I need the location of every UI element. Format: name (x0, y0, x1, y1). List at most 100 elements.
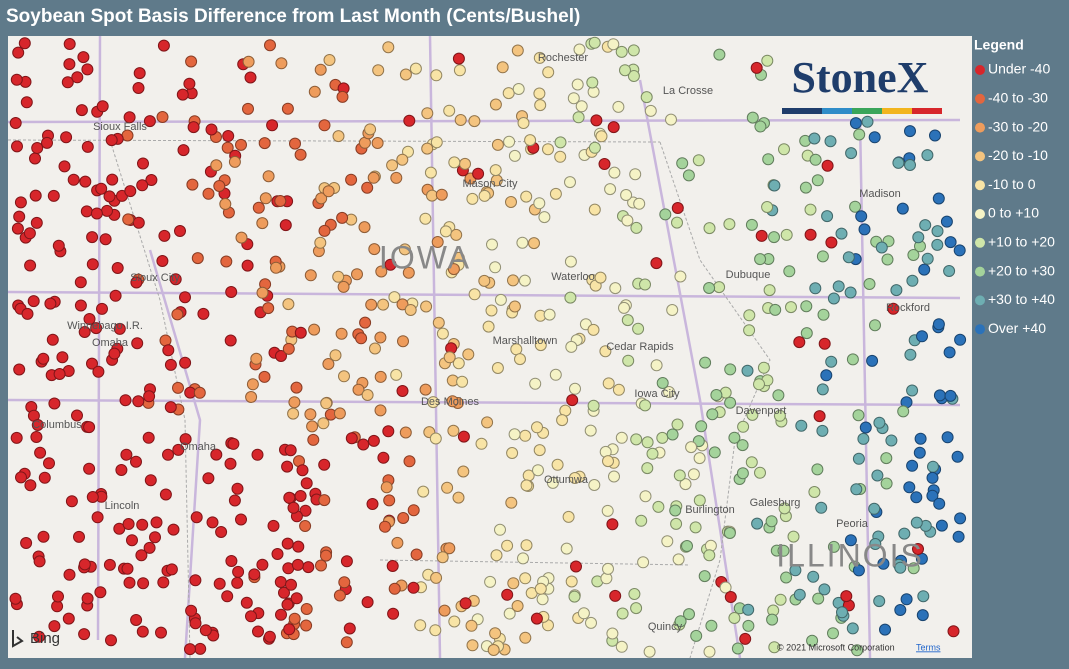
map-dot (391, 536, 404, 549)
map-dot (507, 274, 519, 287)
legend-label: -20 to -10 (988, 147, 1048, 163)
map-dot (459, 157, 471, 170)
map-dot (816, 383, 829, 396)
map-dot (914, 432, 927, 445)
map-dot (407, 581, 420, 594)
map-dot (640, 91, 653, 104)
map-dot (859, 421, 872, 434)
map-dot (13, 363, 26, 376)
place-label: Rockford (886, 302, 930, 314)
map-dot (789, 564, 802, 577)
map-dot (256, 286, 269, 299)
map-dot (641, 462, 654, 475)
map-dot (38, 471, 51, 484)
map-dot (935, 519, 948, 532)
map-dot (669, 504, 682, 517)
map-dot (126, 534, 138, 547)
map-dot (708, 446, 721, 459)
legend-swatch (975, 209, 985, 219)
map-dot (185, 604, 198, 617)
map-dot (361, 181, 374, 194)
map-dot (210, 448, 223, 461)
map-dot (222, 130, 235, 142)
map-dot (821, 210, 834, 223)
map-dot (420, 300, 433, 313)
place-label: Quincy (648, 621, 683, 633)
map-dot (375, 265, 388, 278)
map-dot (199, 624, 212, 637)
map-dot (81, 140, 94, 153)
map-dot (652, 500, 665, 513)
map-dot (388, 291, 401, 304)
map-dot (556, 414, 569, 427)
map-dot (78, 628, 91, 641)
map-dot (137, 157, 149, 170)
map-dot (703, 282, 716, 294)
map-dot (903, 481, 916, 494)
map-dot (320, 549, 332, 562)
map-dot (304, 269, 317, 282)
map-dot (468, 288, 481, 301)
legend-label: Over +40 (988, 320, 1046, 336)
map-dot (693, 452, 706, 465)
map-dot (256, 217, 269, 230)
map-dot (604, 183, 617, 196)
map-dot (308, 85, 321, 98)
map-dot (769, 303, 782, 316)
map-dot (863, 278, 876, 290)
terms-link[interactable]: Terms (916, 642, 941, 652)
map-dot (318, 224, 331, 237)
map-dot (162, 344, 175, 357)
map-dot (768, 641, 781, 654)
map-dot (83, 421, 96, 434)
map-dot (262, 302, 275, 315)
map-dot (666, 304, 679, 316)
map-dot (189, 617, 202, 630)
map-dot (155, 626, 167, 639)
map-dot (615, 431, 628, 444)
map-dot (612, 100, 625, 113)
map-dot (20, 537, 33, 549)
map-dot (804, 228, 817, 241)
map-dot (943, 346, 956, 359)
map-dot (61, 76, 74, 89)
map-dot (774, 593, 787, 606)
map-dot (225, 286, 238, 298)
map-dot (742, 603, 755, 616)
map-dot (665, 113, 677, 126)
map-dot (629, 168, 642, 181)
map-dot (568, 590, 581, 603)
map-dot (258, 370, 271, 383)
map-dot (516, 236, 529, 249)
map-dot (533, 87, 546, 100)
place-label: La Crosse (663, 85, 713, 97)
map-dot (533, 444, 546, 457)
map-dot (24, 259, 37, 272)
map-dot (386, 159, 399, 172)
map-dot (466, 639, 479, 652)
map-dot (481, 416, 494, 429)
legend-swatch (975, 266, 985, 277)
map-dot (396, 153, 409, 166)
map-dot (659, 208, 672, 221)
map-dot (167, 523, 180, 536)
map-dot (877, 557, 890, 570)
map-dot (258, 137, 271, 150)
map-dot (136, 179, 149, 192)
map-dot (92, 365, 105, 378)
map-dot (447, 424, 460, 437)
map-dot (637, 556, 650, 569)
map-dot (793, 588, 806, 601)
map-dot (569, 382, 581, 395)
map-dot (83, 313, 96, 325)
place-label: Mason City (462, 178, 518, 190)
map-dot (608, 470, 620, 483)
map-dot (852, 564, 865, 577)
place-label: Galesburg (750, 497, 801, 509)
map-dot (109, 289, 122, 302)
map-dot (407, 504, 420, 517)
map-dot (947, 625, 960, 638)
map-dot (11, 222, 24, 235)
map-dot (780, 228, 793, 241)
map-dot (887, 302, 900, 315)
